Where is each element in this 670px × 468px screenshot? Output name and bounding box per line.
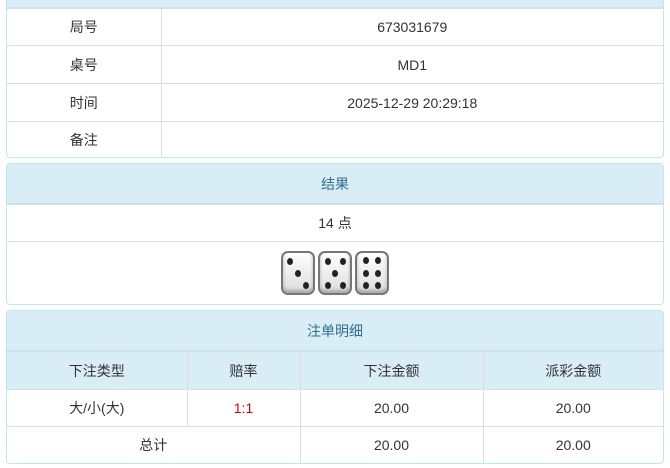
total-row: 总计 20.00 20.00	[7, 426, 663, 463]
die-pip	[363, 282, 369, 290]
die-pip	[286, 257, 293, 265]
die-pip	[324, 257, 331, 265]
bet-header-row: 下注类型 赔率 下注金额 派彩金额	[7, 351, 663, 390]
die-pip	[324, 281, 331, 289]
die-3	[281, 251, 315, 295]
info-panel: 局号 673031679 桌号 MD1 时间 2025-12-29 20:29:18 …	[6, 0, 664, 158]
label: 桌号	[7, 45, 162, 84]
die-pip	[339, 257, 346, 265]
info-row-round: 局号 673031679	[7, 8, 663, 46]
die-pip	[363, 269, 369, 277]
bet-row: 大/小(大) 1:1 20.00 20.00	[7, 389, 663, 427]
die-pip	[375, 256, 381, 264]
label: 时间	[7, 83, 162, 122]
die-pip	[375, 269, 381, 277]
result-points: 14 点	[7, 204, 663, 242]
die-pip	[339, 281, 346, 289]
label: 局号	[7, 8, 162, 46]
time-value: 2025-12-29 20:29:18	[160, 83, 663, 122]
table-number: MD1	[160, 45, 663, 84]
total-label: 总计	[7, 426, 301, 463]
info-row-table: 桌号 MD1	[7, 45, 663, 84]
bet-table: 下注类型 赔率 下注金额 派彩金额 大/小(大) 1:1 20.00 20.00…	[7, 351, 663, 463]
info-table: 局号 673031679 桌号 MD1 时间 2025-12-29 20:29:18 …	[7, 8, 663, 157]
header-bet-type: 下注类型	[7, 351, 188, 390]
die-pip	[332, 269, 338, 277]
result-panel: 结果 14 点	[6, 163, 664, 305]
round-number: 673031679	[160, 8, 663, 46]
die-pip	[363, 256, 369, 264]
bet-details-title: 注单明细	[7, 311, 663, 351]
total-payout: 20.00	[482, 426, 663, 463]
label: 备注	[7, 121, 162, 157]
die-pip	[295, 269, 301, 277]
info-row-remark: 备注	[7, 121, 663, 157]
payout: 20.00	[482, 389, 663, 427]
header-odds: 赔率	[186, 351, 301, 390]
die-6	[355, 251, 389, 295]
result-title: 结果	[7, 164, 663, 204]
bet-details-panel: 注单明细 下注类型 赔率 下注金额 派彩金额 大/小(大) 1:1 20.00 …	[6, 310, 664, 464]
info-row-time: 时间 2025-12-29 20:29:18	[7, 83, 663, 122]
remark-value	[160, 121, 663, 157]
die-5	[318, 251, 352, 295]
header-bet-amount: 下注金额	[299, 351, 484, 390]
bet-amount: 20.00	[299, 389, 484, 427]
dice-display	[7, 251, 663, 295]
total-amount: 20.00	[299, 426, 484, 463]
die-pip	[375, 282, 381, 290]
header-payout: 派彩金额	[482, 351, 663, 390]
die-pip	[303, 281, 310, 289]
odds: 1:1	[186, 389, 301, 427]
bet-type: 大/小(大)	[7, 389, 188, 427]
